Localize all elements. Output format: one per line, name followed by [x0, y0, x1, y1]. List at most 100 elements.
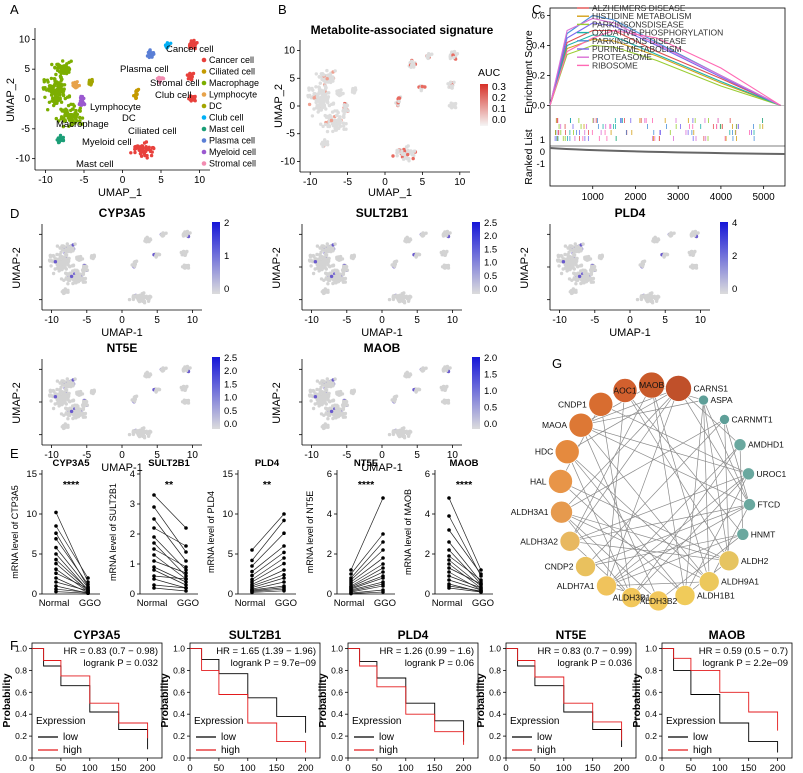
umap-cell [83, 411, 88, 416]
umap-cell [445, 364, 450, 369]
panel-f-legend-title: Expression [352, 716, 401, 727]
umap-cell [50, 62, 54, 67]
umap-cell [145, 156, 149, 160]
panel-e-y-tick-label: 15 [222, 469, 233, 480]
panel-f-hr-text: HR = 1.26 (0.99 − 1.6) [379, 646, 474, 657]
umap-cell [397, 99, 401, 104]
umap-cell [59, 250, 63, 254]
umap-cell [586, 255, 590, 260]
panel-e-xlabel-ggo: GGO [374, 598, 396, 609]
umap-cell [417, 252, 422, 257]
umap-cell [412, 149, 417, 153]
panel-f-y-tick-label: 0.6 [15, 687, 27, 697]
umap-cell [48, 254, 53, 259]
panel-a-cluster-label: Ciliated cell [128, 126, 177, 137]
panel-b-x-tick-label: -10 [303, 177, 318, 188]
umap-cell [66, 282, 70, 286]
umap-cell [341, 278, 345, 282]
umap-cell [75, 119, 79, 123]
umap-cell [140, 145, 145, 150]
panel-g-node [733, 438, 747, 452]
panel-g-edge [569, 388, 679, 542]
umap-cell [342, 404, 347, 408]
panel-e-point-normal [250, 558, 254, 563]
panel-e-point-normal [250, 548, 254, 552]
panel-f-y-tick-label: 0.4 [331, 709, 343, 719]
umap-cell [408, 429, 412, 434]
umap-cell [64, 257, 68, 262]
umap-cell [52, 103, 56, 108]
umap-cell [75, 403, 79, 407]
panel-f-ylabel: Probability [317, 673, 329, 727]
umap-cell [68, 380, 73, 384]
panel-g-edge [569, 384, 652, 542]
panel-e-pair-line [55, 533, 89, 587]
panel-e-point-ggo [479, 572, 483, 576]
panel-c-legend-label: HISTIDINE METABOLISM [592, 11, 692, 21]
umap-cell [319, 72, 323, 76]
umap-cell [344, 122, 348, 126]
panel-e-y-tick-label: 0 [425, 589, 430, 600]
umap-cell [645, 299, 650, 304]
panel-e-point-ggo [282, 568, 286, 572]
panel-g-node [718, 550, 740, 572]
panel-f-p-text: logrank P = 0.06 [405, 658, 474, 669]
umap-cell [43, 86, 47, 90]
panel-g-edge [580, 399, 704, 426]
umap-cell [654, 299, 659, 303]
umap-cell [183, 388, 187, 392]
umap-cell [71, 416, 75, 421]
panel-d-colorbar-tick: 2.0 [484, 231, 497, 242]
panel-e-pair-line [448, 587, 482, 593]
umap-cell [56, 99, 60, 103]
umap-cell [321, 89, 326, 93]
panel-e-point-ggo [184, 574, 188, 578]
umap-cell [74, 271, 79, 275]
umap-cell [573, 242, 577, 246]
panel-c-legend-label: OXIDATIVE PHOSPHORYLATION [592, 28, 723, 38]
panel-a-cluster-label: DC [122, 113, 136, 124]
panel-g-edge [561, 511, 632, 598]
panel-e-pair-line [448, 497, 482, 571]
panel-d-colorbar [212, 222, 220, 294]
panel-g-node-label: AOC1 [613, 386, 636, 396]
panel-d-x-tick-label: -10 [44, 450, 59, 461]
panel-a-y-tick-label: -5 [21, 124, 30, 135]
panel-f-letter: F [10, 638, 18, 653]
umap-cell [333, 414, 338, 418]
umap-cell [82, 269, 87, 273]
umap-cell [157, 252, 162, 257]
umap-cell [70, 107, 75, 111]
umap-cell [447, 104, 452, 108]
umap-cell [313, 395, 318, 399]
umap-cell [69, 59, 73, 63]
panel-d-colorbar-tick: 1.0 [484, 258, 497, 269]
panel-d-x-tick-label: -10 [304, 450, 319, 461]
panel-e-point-normal [54, 561, 58, 566]
umap-cell [58, 262, 63, 266]
panel-b-colorbar-tick: 0.0 [492, 115, 506, 126]
umap-cell [342, 127, 346, 131]
panel-a-xlabel: UMAP_1 [98, 187, 142, 199]
umap-cell [91, 391, 95, 395]
umap-cell [316, 259, 320, 263]
panel-a-legend-swatch [201, 149, 207, 155]
panel-e-point-ggo [381, 576, 385, 580]
panel-g-edge [606, 390, 626, 586]
umap-cell [323, 260, 328, 264]
panel-d-umap [307, 364, 452, 440]
panel-e-pair-line [350, 585, 384, 593]
umap-cell [49, 258, 53, 262]
umap-cell [142, 436, 147, 440]
umap-cell [160, 232, 164, 236]
umap-cell [420, 232, 424, 236]
panel-c-y-tick-label: 0.0 [532, 101, 545, 112]
panel-e-point-ggo [381, 570, 385, 574]
panel-e-pair-line [55, 588, 89, 593]
umap-cell [563, 244, 568, 248]
umap-cell [59, 390, 64, 395]
panel-e-point-ggo [184, 559, 188, 563]
panel-g-node-label: FTCD [757, 500, 780, 510]
umap-cell [57, 81, 61, 85]
panel-g-node-label: HDC [535, 447, 553, 457]
